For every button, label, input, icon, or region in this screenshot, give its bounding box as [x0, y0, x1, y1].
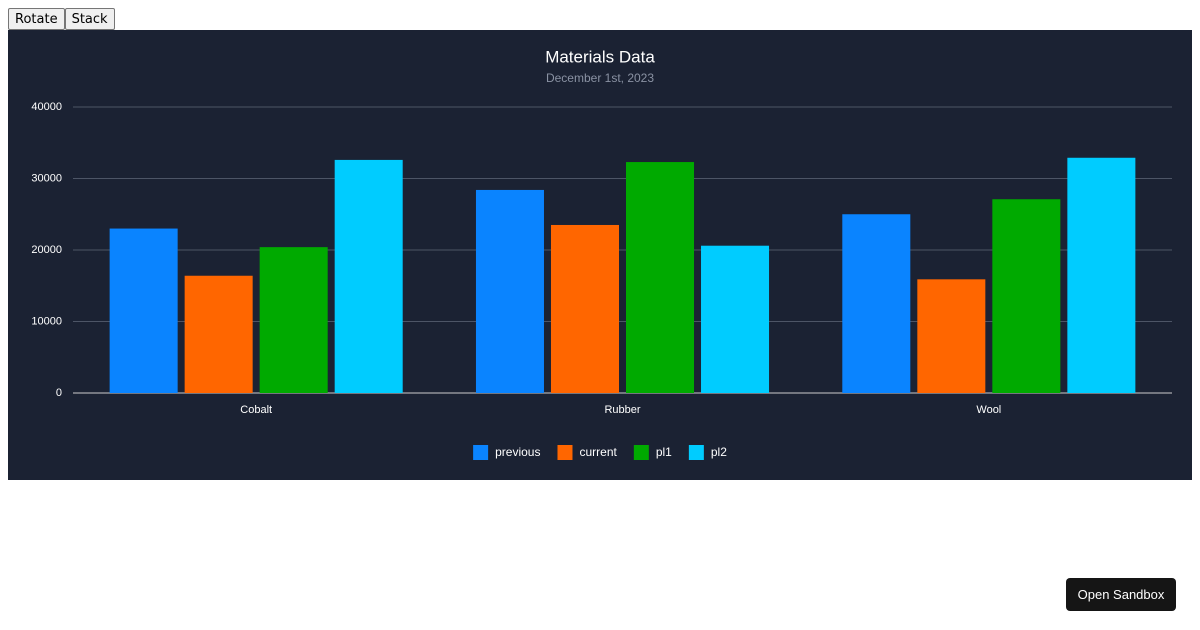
x-tick-label: Wool [976, 404, 1001, 416]
legend-swatch [473, 445, 489, 460]
y-tick-label: 40000 [31, 101, 62, 113]
bar [475, 189, 544, 393]
y-tick-label: 30000 [31, 172, 62, 184]
legend-swatch [557, 445, 573, 460]
x-tick-label: Rubber [604, 404, 640, 416]
bar [259, 247, 328, 393]
stack-button[interactable]: Stack [64, 8, 115, 30]
open-sandbox-button[interactable]: Open Sandbox [1066, 578, 1176, 611]
bar [917, 279, 986, 393]
legend-swatch [633, 445, 649, 460]
bar [626, 162, 695, 393]
y-tick-label: 20000 [31, 244, 62, 256]
bar [701, 245, 770, 393]
legend-label: previous [495, 445, 540, 459]
chart: Materials Data December 1st, 2023 0 10000… [8, 30, 1192, 480]
y-tick-label: 0 [56, 387, 62, 399]
legend-swatch [688, 445, 704, 460]
bar [334, 159, 403, 393]
bar [992, 199, 1061, 393]
x-tick-label: Cobalt [240, 404, 272, 416]
rotate-button[interactable]: Rotate [8, 8, 65, 30]
y-tick-label: 10000 [31, 315, 62, 327]
chart-subtitle: December 1st, 2023 [546, 71, 654, 85]
toolbar: Rotate Stack [8, 8, 115, 30]
bar [842, 214, 911, 393]
legend-label: pl2 [711, 445, 727, 459]
bar [550, 224, 619, 393]
legend-label: pl1 [656, 445, 672, 459]
bar [109, 228, 178, 393]
legend-label: current [579, 445, 617, 459]
chart-title: Materials Data [545, 47, 655, 66]
bar [1067, 157, 1136, 393]
bar [184, 275, 253, 393]
